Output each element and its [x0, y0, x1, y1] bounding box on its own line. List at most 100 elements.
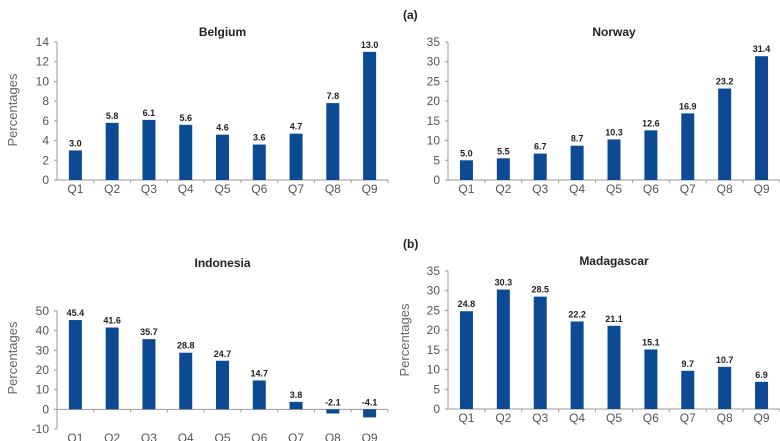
data-label: 8.7 [571, 134, 584, 144]
x-tick-label: Q5 [606, 411, 622, 425]
y-tick-label: 4 [42, 134, 49, 148]
data-label: 16.9 [679, 101, 697, 111]
x-tick-label: Q7 [680, 182, 696, 196]
data-label: 13.0 [361, 40, 379, 50]
data-label: 24.7 [214, 349, 232, 359]
data-label: 4.6 [216, 123, 229, 133]
y-tick-label: 20 [36, 363, 50, 377]
x-tick-label: Q3 [532, 411, 548, 425]
data-label: 45.4 [67, 308, 85, 318]
x-tick-label: Q8 [717, 411, 733, 425]
x-tick-label: Q9 [362, 182, 378, 196]
x-tick-label: Q5 [606, 182, 622, 196]
data-label: 31.4 [753, 44, 771, 54]
x-tick-label: Q7 [680, 411, 696, 425]
x-tick-label: Q5 [214, 431, 230, 441]
x-tick-label: Q4 [178, 431, 194, 441]
data-label: 10.7 [716, 355, 734, 365]
data-label: 5.8 [106, 111, 119, 121]
x-tick-label: Q4 [178, 182, 194, 196]
data-label: 12.6 [642, 118, 660, 128]
y-tick-label: 25 [427, 74, 441, 88]
x-tick-label: Q7 [288, 431, 304, 441]
y-tick-label: 0 [433, 402, 440, 416]
y-axis-label: Percentages [5, 321, 20, 394]
bar-q4 [570, 321, 584, 409]
bar-q9 [363, 409, 377, 418]
chart-title: Belgium [199, 25, 246, 39]
x-tick-label: Q4 [569, 182, 585, 196]
bar-q2 [105, 327, 119, 410]
bar-q7 [681, 370, 695, 409]
data-label: 10.3 [605, 127, 623, 137]
bar-q3 [142, 119, 156, 180]
data-label: 3.0 [69, 138, 82, 148]
data-label: 14.7 [251, 368, 269, 378]
data-label: 3.6 [253, 133, 266, 143]
bar-q8 [326, 103, 340, 180]
x-tick-label: Q1 [67, 182, 83, 196]
data-label: -4.1 [362, 397, 378, 407]
y-tick-label: 20 [427, 323, 441, 337]
bar-q4 [179, 352, 193, 410]
data-label: 41.6 [103, 316, 121, 326]
x-tick-label: Q3 [141, 182, 157, 196]
data-label: 3.8 [290, 390, 303, 400]
y-tick-label: 5 [433, 382, 440, 396]
data-label: 28.8 [177, 341, 195, 351]
x-tick-label: Q6 [251, 431, 267, 441]
bar-q6 [252, 144, 266, 180]
data-label: 35.7 [140, 327, 158, 337]
y-axis-label: Percentages [397, 303, 412, 376]
data-label: -2.1 [325, 397, 341, 407]
x-tick-label: Q3 [141, 431, 157, 441]
data-label: 24.8 [458, 299, 476, 309]
x-tick-label: Q6 [251, 182, 267, 196]
bar-q1 [459, 160, 473, 180]
y-tick-label: 0 [433, 173, 440, 187]
y-axis-label: Percentages [5, 73, 20, 146]
bar-q2 [496, 158, 510, 180]
bar-q5 [607, 139, 621, 180]
y-tick-label: 15 [427, 114, 441, 128]
x-tick-label: Q2 [104, 182, 120, 196]
y-tick-label: -10 [32, 422, 50, 436]
x-tick-label: Q8 [717, 182, 733, 196]
y-tick-label: 25 [427, 303, 441, 317]
y-tick-label: 50 [36, 304, 50, 318]
x-tick-label: Q2 [104, 431, 120, 441]
bar-q1 [68, 320, 82, 410]
bar-q2 [496, 289, 510, 409]
bar-q9 [755, 56, 769, 180]
data-label: 23.2 [716, 77, 734, 87]
y-tick-label: 0 [42, 173, 49, 187]
bar-q8 [326, 409, 340, 414]
data-label: 9.7 [682, 359, 695, 369]
x-tick-label: Q9 [362, 431, 378, 441]
bar-q4 [570, 145, 584, 180]
panel-label-a: (a) [403, 8, 418, 22]
data-label: 15.1 [642, 337, 660, 347]
data-label: 21.1 [605, 314, 623, 324]
data-label: 5.6 [179, 113, 192, 123]
bar-q7 [289, 133, 303, 180]
data-label: 5.0 [460, 148, 473, 158]
bar-q4 [179, 124, 193, 180]
bar-q5 [216, 360, 229, 410]
bar-q3 [533, 153, 547, 180]
y-tick-label: 10 [427, 363, 441, 377]
bar-q5 [216, 134, 229, 180]
panel-label-b: (b) [403, 237, 419, 251]
y-tick-label: 10 [36, 383, 50, 397]
bar-q2 [105, 122, 119, 180]
y-tick-label: 30 [427, 284, 441, 298]
bar-q9 [363, 51, 377, 180]
bar-q1 [68, 150, 82, 180]
x-tick-label: Q6 [643, 411, 659, 425]
y-tick-label: 0 [42, 402, 49, 416]
